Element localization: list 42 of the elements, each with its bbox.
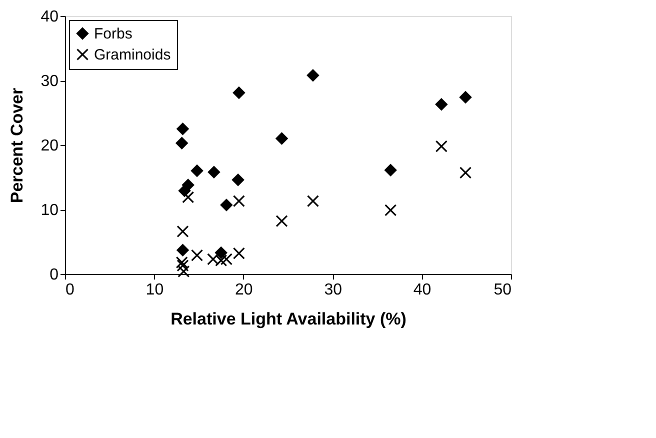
point [459,166,472,179]
point [178,265,190,278]
point [176,256,188,268]
y-tick-label: 20 [40,138,59,154]
point [176,225,189,238]
point [232,247,245,260]
x-tick-label: 40 [413,282,432,298]
point [220,198,232,212]
point [276,215,288,228]
point [176,244,189,256]
y-axis-title: Percent Cover [8,87,27,204]
point [306,195,320,208]
x-tick-label: 20 [235,282,253,298]
point [208,166,220,178]
point [176,260,189,272]
y-tick-label: 10 [40,202,59,219]
x-tick-label: 10 [146,282,164,298]
point [435,98,448,110]
point [232,86,245,99]
point [190,164,204,177]
point [215,246,228,259]
point [182,191,194,204]
y-tick-label: 0 [50,266,59,284]
point [276,132,288,145]
x-axis-title: Relative Light Availability (%) [170,310,406,328]
point [232,195,245,208]
legend-label: Graminoids [94,46,171,64]
point [306,69,320,82]
point [459,91,472,104]
point [384,204,397,216]
x-tick-label: 50 [494,282,512,298]
legend-label: Forbs [94,26,132,42]
x-tick-label: 0 [66,282,74,298]
point [176,137,188,150]
y-tick-label: 30 [40,73,59,90]
point [232,174,244,186]
point [190,249,204,262]
y-tick-label: 40 [40,8,59,26]
point [176,122,189,135]
point [435,140,448,152]
x-tick-label: 30 [324,282,342,298]
point [384,164,397,176]
